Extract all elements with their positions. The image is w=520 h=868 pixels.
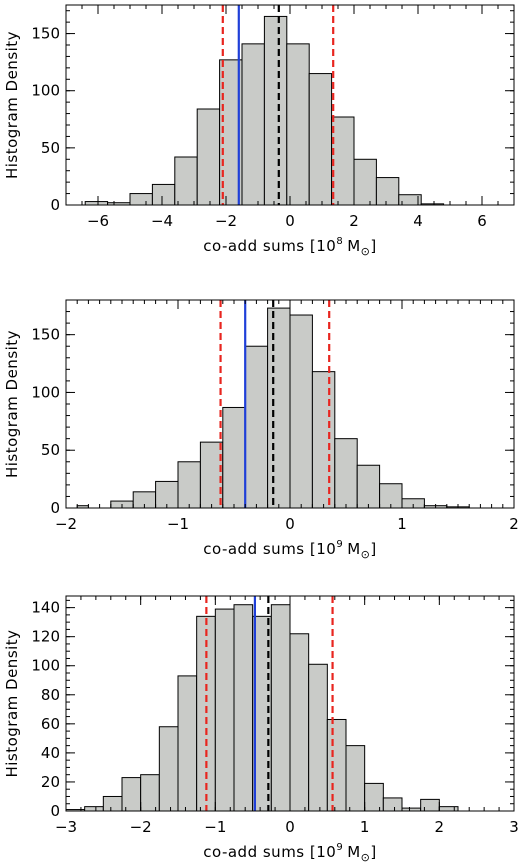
histogram-bar bbox=[308, 663, 328, 812]
x-tick-label: 2 bbox=[349, 212, 359, 230]
histogram-bar bbox=[233, 604, 254, 812]
x-tick-label: −1 bbox=[204, 818, 226, 836]
y-tick-label: 120 bbox=[31, 628, 60, 646]
histogram-bar bbox=[353, 158, 377, 206]
histogram-bar bbox=[420, 798, 440, 812]
y-tick-label: 0 bbox=[50, 802, 60, 820]
histogram-bar bbox=[289, 633, 310, 812]
y-tick-label: 150 bbox=[31, 25, 60, 43]
y-tick-label: 80 bbox=[41, 686, 60, 704]
histogram-bars bbox=[84, 15, 445, 206]
y-tick-label: 0 bbox=[50, 196, 60, 214]
histogram-bar bbox=[326, 718, 347, 812]
x-tick-label: 1 bbox=[360, 818, 370, 836]
y-tick-label: 100 bbox=[31, 383, 60, 401]
histogram-bar bbox=[177, 675, 198, 812]
y-tick-label: 0 bbox=[50, 499, 60, 517]
histogram-bar bbox=[196, 108, 221, 206]
histogram-bars bbox=[65, 604, 459, 812]
x-tick-label: −2 bbox=[55, 515, 77, 533]
x-tick-label: 4 bbox=[413, 212, 423, 230]
x-tick-label: −6 bbox=[87, 212, 109, 230]
histogram-bar bbox=[364, 782, 384, 812]
histogram-bar bbox=[121, 777, 142, 812]
histogram-bars bbox=[76, 307, 470, 509]
histogram-bar bbox=[356, 464, 381, 509]
histogram-bar bbox=[244, 345, 269, 509]
x-tick-label: 1 bbox=[397, 515, 407, 533]
histogram-bar bbox=[158, 726, 179, 812]
histogram-bar bbox=[286, 43, 310, 206]
histogram-bar bbox=[334, 438, 358, 509]
histogram-bar bbox=[102, 795, 123, 812]
histogram-panel-bottom: −3 −2 −1 0 1 2 3 0 20 40 60 80 100 120 140 Histogram De… bbox=[3, 595, 519, 864]
x-axis-label: co-add sums [109 M⊙] bbox=[203, 842, 376, 864]
x-tick-label: −1 bbox=[167, 515, 189, 533]
x-tick-label: 6 bbox=[477, 212, 487, 230]
histogram-bar bbox=[308, 73, 333, 206]
x-tick-label: −3 bbox=[55, 818, 77, 836]
histogram-bar bbox=[311, 371, 336, 509]
histogram-bar bbox=[270, 604, 291, 812]
histogram-bar bbox=[151, 183, 176, 206]
histogram-bar bbox=[345, 745, 366, 812]
histogram-panel-middle: −2 −1 0 1 2 0 50 100 150 Histogram Density co-add … bbox=[3, 299, 519, 561]
x-tick-label: 2 bbox=[509, 515, 519, 533]
x-axis-label: co-add sums [109 M⊙] bbox=[203, 539, 376, 561]
y-tick-label: 40 bbox=[41, 744, 60, 762]
histogram-bar bbox=[438, 806, 459, 812]
y-axis-label: Histogram Density bbox=[3, 31, 21, 179]
histogram-bar bbox=[289, 314, 313, 509]
histogram-bar bbox=[214, 608, 235, 812]
histogram-bar bbox=[382, 797, 403, 812]
histogram-bar bbox=[129, 193, 153, 206]
x-tick-label: 2 bbox=[435, 818, 445, 836]
y-tick-label: 100 bbox=[31, 82, 60, 100]
histogram-bar bbox=[241, 43, 265, 206]
histogram-bar bbox=[263, 15, 288, 206]
y-tick-label: 100 bbox=[31, 657, 60, 675]
x-tick-label: 0 bbox=[285, 212, 295, 230]
y-tick-label: 60 bbox=[41, 715, 60, 733]
histogram-panel-top: −6 −4 −2 0 2 4 6 0 50 100 150 Histogram Density co-a… bbox=[3, 4, 515, 258]
x-tick-label: 3 bbox=[509, 818, 519, 836]
histogram-bar bbox=[174, 156, 198, 206]
histogram-bar bbox=[140, 774, 160, 812]
y-tick-label: 50 bbox=[41, 139, 60, 157]
histogram-bar bbox=[84, 201, 109, 206]
x-axis-label: co-add sums [108 M⊙] bbox=[203, 236, 376, 258]
histogram-bar bbox=[267, 307, 291, 509]
x-tick-label: 0 bbox=[285, 818, 295, 836]
y-axis-label: Histogram Density bbox=[3, 330, 21, 478]
y-tick-label: 20 bbox=[41, 773, 60, 791]
histogram-bar bbox=[177, 461, 201, 509]
y-tick-label: 150 bbox=[31, 326, 60, 344]
x-tick-label: −2 bbox=[215, 212, 237, 230]
histogram-bar bbox=[222, 406, 246, 509]
histogram-bar bbox=[331, 116, 355, 206]
x-tick-label: 0 bbox=[285, 515, 295, 533]
histogram-bar bbox=[84, 806, 104, 812]
y-axis-label: Histogram Density bbox=[3, 629, 21, 777]
histogram-bar bbox=[199, 441, 224, 509]
x-tick-label: −4 bbox=[151, 212, 173, 230]
histogram-bar bbox=[375, 177, 400, 206]
x-tick-label: −2 bbox=[130, 818, 152, 836]
y-tick-label: 140 bbox=[31, 599, 60, 617]
y-tick-label: 50 bbox=[41, 441, 60, 459]
